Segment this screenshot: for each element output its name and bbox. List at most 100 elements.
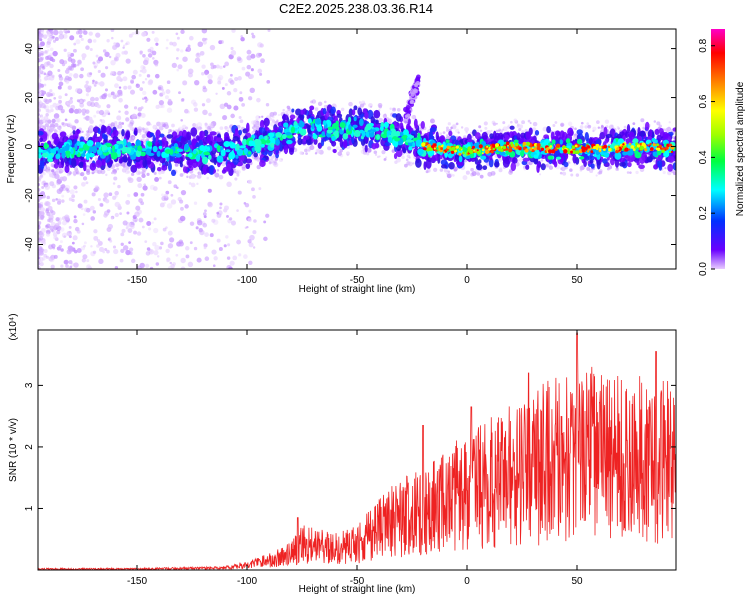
noise-mark bbox=[73, 48, 77, 53]
ridge-mark bbox=[213, 157, 217, 166]
noise-mark bbox=[47, 77, 51, 81]
noise-mark bbox=[478, 125, 482, 129]
ridge-mark bbox=[161, 164, 168, 171]
noise-mark bbox=[57, 85, 62, 90]
noise-mark bbox=[248, 209, 252, 213]
noise-mark bbox=[174, 162, 179, 167]
noise-mark bbox=[254, 123, 260, 129]
noise-mark bbox=[60, 184, 64, 188]
noise-mark bbox=[265, 213, 270, 218]
noise-mark bbox=[439, 132, 443, 136]
noise-mark bbox=[96, 110, 100, 114]
noise-mark bbox=[490, 129, 493, 132]
noise-mark bbox=[73, 73, 79, 79]
noise-mark bbox=[47, 70, 53, 76]
noise-mark bbox=[202, 222, 208, 228]
noise-mark bbox=[304, 148, 308, 153]
noise-mark bbox=[89, 72, 93, 76]
ridge-mark bbox=[448, 130, 453, 137]
ridge-core-mark bbox=[394, 130, 401, 137]
noise-mark bbox=[107, 93, 112, 98]
noise-mark bbox=[470, 131, 473, 135]
noise-mark bbox=[130, 138, 135, 142]
noise-mark bbox=[80, 37, 84, 41]
noise-mark bbox=[230, 46, 234, 51]
ridge-mark bbox=[126, 161, 132, 167]
noise-mark bbox=[104, 51, 110, 58]
ridge-core-mark bbox=[555, 156, 562, 160]
noise-mark bbox=[47, 37, 53, 42]
noise-mark bbox=[139, 132, 142, 135]
ridge-mark bbox=[399, 122, 404, 130]
ridge-mark bbox=[624, 131, 629, 139]
noise-mark bbox=[106, 39, 110, 43]
noise-mark bbox=[52, 232, 58, 237]
noise-mark bbox=[382, 113, 388, 119]
noise-mark bbox=[136, 231, 142, 236]
ridge-core-mark bbox=[85, 152, 90, 161]
noise-mark bbox=[46, 91, 52, 98]
noise-mark bbox=[419, 167, 422, 170]
noise-mark bbox=[138, 217, 144, 223]
ridge-core-mark bbox=[472, 142, 480, 151]
noise-mark bbox=[85, 207, 91, 213]
noise-mark bbox=[229, 217, 233, 221]
noise-mark bbox=[198, 126, 202, 130]
ridge-mark bbox=[590, 163, 595, 169]
noise-mark bbox=[123, 50, 128, 55]
ridge-mark bbox=[180, 136, 185, 145]
ridge-mark bbox=[646, 156, 653, 163]
noise-mark bbox=[158, 163, 162, 166]
noise-mark bbox=[45, 43, 51, 48]
ridge-mark bbox=[71, 158, 77, 169]
ridge-mark bbox=[190, 127, 198, 137]
noise-mark bbox=[52, 29, 59, 36]
noise-mark bbox=[219, 126, 224, 131]
noise-mark bbox=[52, 39, 57, 43]
noise-mark bbox=[559, 167, 563, 170]
noise-mark bbox=[73, 185, 78, 190]
ridge-mark bbox=[98, 135, 103, 142]
noise-mark bbox=[90, 96, 95, 102]
noise-mark bbox=[187, 68, 194, 75]
noise-mark bbox=[204, 209, 207, 213]
noise-mark bbox=[172, 41, 177, 47]
noise-mark bbox=[38, 196, 42, 201]
noise-mark bbox=[653, 120, 657, 123]
ridge-core-mark bbox=[92, 145, 98, 154]
noise-mark bbox=[82, 213, 86, 216]
noise-mark bbox=[61, 216, 65, 220]
noise-mark bbox=[230, 50, 237, 56]
noise-mark bbox=[43, 83, 47, 87]
noise-mark bbox=[248, 242, 254, 248]
ridge-mark bbox=[215, 137, 223, 143]
noise-mark bbox=[59, 240, 63, 244]
noise-mark bbox=[45, 255, 49, 259]
ridge-core-mark bbox=[122, 138, 127, 147]
ridge-mark bbox=[614, 157, 620, 168]
noise-mark bbox=[267, 29, 271, 33]
noise-mark bbox=[152, 57, 155, 60]
noise-mark bbox=[76, 108, 82, 114]
noise-mark bbox=[56, 188, 63, 195]
noise-mark bbox=[86, 170, 91, 175]
ridge-mark bbox=[596, 160, 601, 170]
noise-mark bbox=[221, 86, 225, 90]
noise-mark bbox=[38, 29, 41, 33]
noise-mark bbox=[502, 128, 505, 131]
noise-mark bbox=[133, 230, 138, 235]
noise-mark bbox=[446, 173, 452, 179]
noise-mark bbox=[56, 230, 61, 235]
noise-mark bbox=[199, 50, 205, 56]
noise-mark bbox=[171, 123, 175, 128]
ridge-mark bbox=[576, 129, 583, 135]
noise-mark bbox=[246, 49, 252, 55]
noise-mark bbox=[236, 239, 242, 245]
noise-mark bbox=[155, 262, 160, 266]
noise-mark bbox=[240, 35, 243, 38]
noise-mark bbox=[122, 44, 126, 47]
noise-mark bbox=[67, 57, 73, 62]
noise-mark bbox=[176, 36, 180, 40]
